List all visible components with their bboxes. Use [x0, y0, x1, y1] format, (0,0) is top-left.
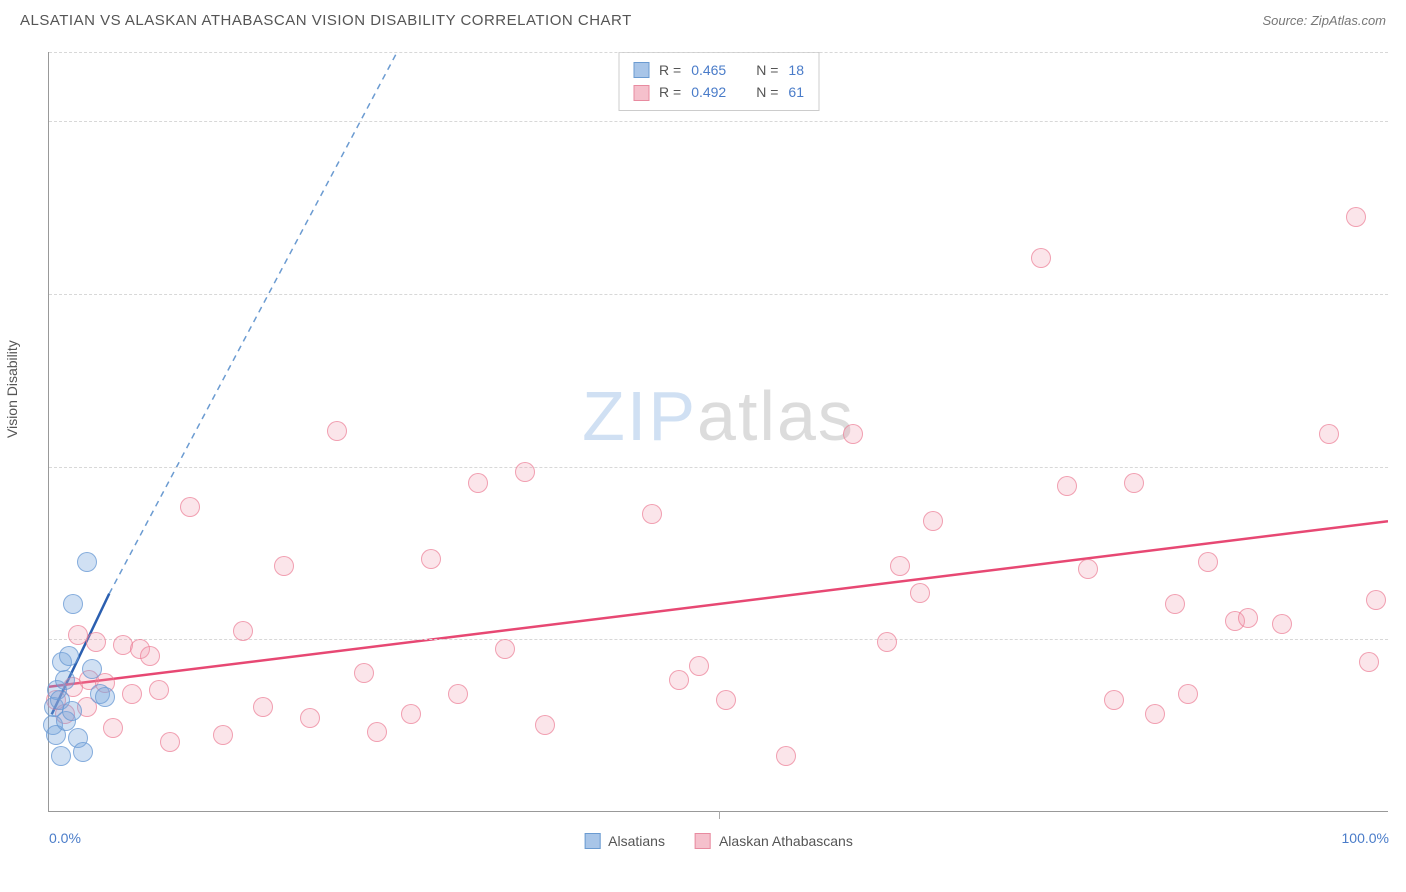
stats-r-value: 0.465 — [691, 59, 726, 81]
scatter-point-pink — [103, 718, 123, 738]
y-tick-label: 10.0% — [1393, 458, 1406, 474]
y-tick-label: 20.0% — [1393, 112, 1406, 128]
scatter-point-pink — [233, 621, 253, 641]
watermark-logo: ZIPatlas — [582, 376, 855, 456]
scatter-point-blue — [55, 670, 75, 690]
scatter-point-blue — [73, 742, 93, 762]
scatter-point-pink — [354, 663, 374, 683]
trend-line — [109, 52, 397, 594]
stats-n-label: N = — [756, 59, 778, 81]
y-axis-label: Vision Disability — [4, 340, 20, 438]
scatter-point-blue — [82, 659, 102, 679]
scatter-point-pink — [910, 583, 930, 603]
scatter-point-pink — [1366, 590, 1386, 610]
scatter-point-pink — [689, 656, 709, 676]
scatter-point-pink — [923, 511, 943, 531]
source-attribution: Source: ZipAtlas.com — [1262, 13, 1386, 28]
gridline — [49, 121, 1388, 122]
scatter-point-blue — [95, 687, 115, 707]
scatter-point-pink — [1078, 559, 1098, 579]
gridline — [49, 639, 1388, 640]
scatter-point-pink — [468, 473, 488, 493]
x-tick — [719, 811, 720, 819]
stats-swatch-pink — [633, 85, 649, 101]
scatter-point-pink — [890, 556, 910, 576]
scatter-point-pink — [448, 684, 468, 704]
scatter-point-pink — [1238, 608, 1258, 628]
scatter-point-pink — [421, 549, 441, 569]
scatter-point-pink — [843, 424, 863, 444]
stats-r-label: R = — [659, 81, 681, 103]
scatter-point-pink — [877, 632, 897, 652]
scatter-point-pink — [1165, 594, 1185, 614]
scatter-point-pink — [300, 708, 320, 728]
scatter-point-pink — [367, 722, 387, 742]
scatter-point-pink — [122, 684, 142, 704]
scatter-point-pink — [1145, 704, 1165, 724]
legend-swatch-blue — [584, 833, 600, 849]
x-tick-label: 0.0% — [49, 830, 81, 846]
legend-swatch-pink — [695, 833, 711, 849]
scatter-point-pink — [86, 632, 106, 652]
stats-row-pink: R = 0.492 N = 61 — [633, 81, 804, 103]
stats-n-label: N = — [756, 81, 778, 103]
scatter-point-blue — [77, 552, 97, 572]
scatter-point-pink — [515, 462, 535, 482]
stats-row-blue: R = 0.465 N = 18 — [633, 59, 804, 81]
scatter-point-blue — [63, 594, 83, 614]
scatter-point-pink — [327, 421, 347, 441]
legend-label: Alsatians — [608, 833, 665, 849]
scatter-point-blue — [62, 701, 82, 721]
correlation-stats-box: R = 0.465 N = 18 R = 0.492 N = 61 — [618, 52, 819, 111]
x-tick-label: 100.0% — [1342, 830, 1389, 846]
scatter-point-pink — [535, 715, 555, 735]
scatter-point-pink — [1031, 248, 1051, 268]
scatter-point-pink — [401, 704, 421, 724]
scatter-point-pink — [1272, 614, 1292, 634]
scatter-point-pink — [716, 690, 736, 710]
gridline — [49, 294, 1388, 295]
scatter-point-pink — [160, 732, 180, 752]
scatter-point-blue — [51, 746, 71, 766]
scatter-point-blue — [59, 646, 79, 666]
scatter-point-pink — [213, 725, 233, 745]
scatter-point-pink — [776, 746, 796, 766]
scatter-point-pink — [1319, 424, 1339, 444]
scatter-point-pink — [274, 556, 294, 576]
stats-r-label: R = — [659, 59, 681, 81]
y-tick-label: 15.0% — [1393, 285, 1406, 301]
scatter-point-pink — [669, 670, 689, 690]
stats-swatch-blue — [633, 62, 649, 78]
legend: Alsatians Alaskan Athabascans — [584, 833, 853, 849]
scatter-point-pink — [1346, 207, 1366, 227]
chart-plot-area: ZIPatlas R =0.465N =18R =0.492N =61 Alsa… — [48, 52, 1388, 812]
scatter-point-pink — [495, 639, 515, 659]
scatter-point-pink — [1124, 473, 1144, 493]
scatter-point-pink — [253, 697, 273, 717]
scatter-point-pink — [1198, 552, 1218, 572]
legend-label: Alaskan Athabascans — [719, 833, 853, 849]
legend-item-blue: Alsatians — [584, 833, 665, 849]
legend-item-pink: Alaskan Athabascans — [695, 833, 853, 849]
gridline — [49, 467, 1388, 468]
chart-title: ALSATIAN VS ALASKAN ATHABASCAN VISION DI… — [20, 12, 632, 29]
scatter-point-pink — [140, 646, 160, 666]
scatter-point-pink — [1057, 476, 1077, 496]
scatter-point-pink — [1178, 684, 1198, 704]
stats-r-value: 0.492 — [691, 81, 726, 103]
scatter-point-pink — [642, 504, 662, 524]
stats-n-value: 18 — [788, 59, 804, 81]
trend-line — [49, 521, 1388, 687]
y-tick-label: 5.0% — [1393, 630, 1406, 646]
scatter-point-pink — [1104, 690, 1124, 710]
scatter-point-pink — [180, 497, 200, 517]
scatter-point-pink — [1359, 652, 1379, 672]
scatter-point-pink — [149, 680, 169, 700]
gridline — [49, 52, 1388, 53]
stats-n-value: 61 — [788, 81, 804, 103]
